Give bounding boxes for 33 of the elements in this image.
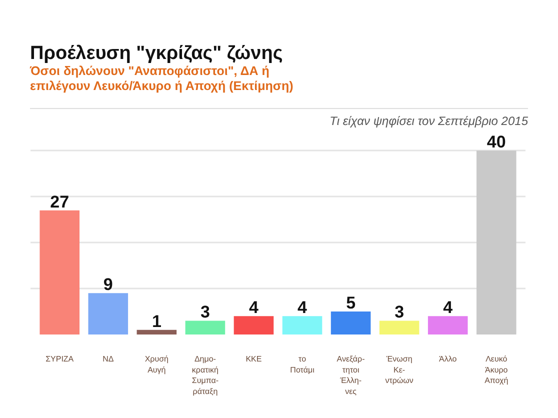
bar <box>282 316 322 334</box>
bar <box>428 316 468 334</box>
text: Τι είχαν ψηφίσει τον Σεπτέμβριο 2015 <box>330 113 528 130</box>
x-tick-label: το Ποτάμι <box>290 354 315 374</box>
x-tick-label: Άλλο <box>439 354 458 364</box>
bar <box>379 320 420 334</box>
x-tick-label: ΣΥΡΙΖΑ <box>46 354 74 364</box>
data-label: 40 <box>486 132 506 152</box>
data-label: 1 <box>152 312 162 331</box>
data-label: 4 <box>249 298 260 318</box>
x-tick-label: Ένωση Κε- ντρώων <box>385 354 414 386</box>
bar <box>88 293 128 334</box>
bar <box>40 210 80 334</box>
data-label: 27 <box>50 192 70 212</box>
data-label: 4 <box>443 298 454 318</box>
data-label: 3 <box>200 302 210 322</box>
data-label: 9 <box>103 275 113 294</box>
x-tick-label: Λευκό Άκυρο Αποχή <box>484 354 508 386</box>
bar <box>330 312 371 334</box>
bar <box>476 150 516 334</box>
data-label: 3 <box>394 302 404 322</box>
chart-title: Προέλευση "γκρίζας" ζώνης <box>30 42 283 66</box>
x-tick-label: Χρυσή Αυγή <box>144 354 169 374</box>
bar <box>136 330 177 334</box>
x-tick-label: Δημο- κρατική Συμπα- ράταξη <box>192 354 219 396</box>
x-tick-label: ΝΔ <box>102 354 114 364</box>
x-tick-label: ΚΚΕ <box>246 354 262 364</box>
data-label: 4 <box>298 298 308 318</box>
bar <box>185 320 226 334</box>
x-tick-label: Ανεξάρ- τητοι Έλλη- νες <box>336 354 366 396</box>
chart-subtitle: Όσοι δηλώνουν "Αναποφάσιστοι", ΔΑ ή επιλέγουν Λευκό/Άκυρο ή Αποχή (Εκτίμηση) <box>30 64 294 94</box>
bar <box>234 316 274 334</box>
data-label: 5 <box>346 294 356 313</box>
